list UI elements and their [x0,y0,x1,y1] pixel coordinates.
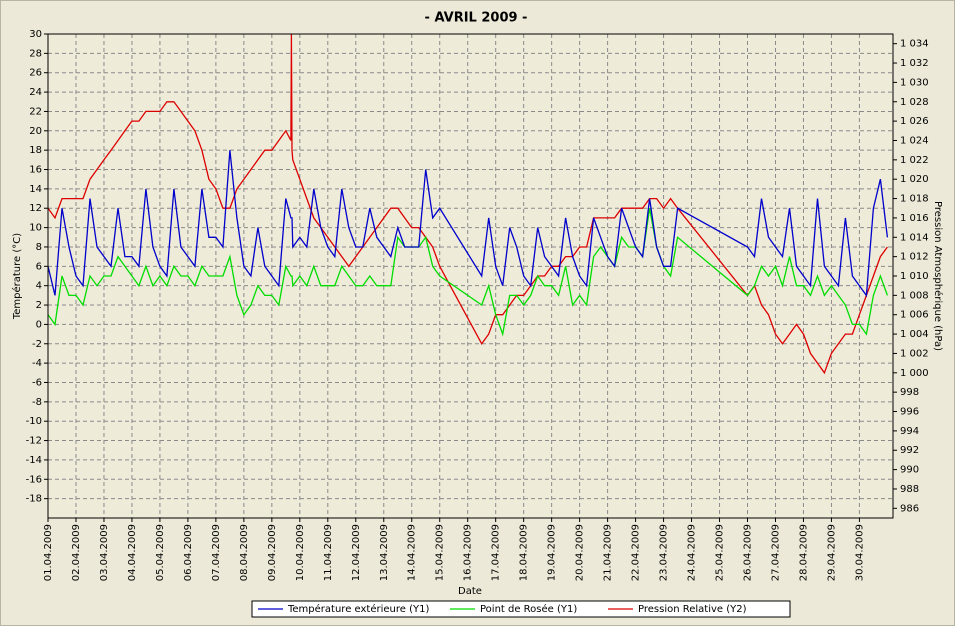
x-tick-label: 17.04.2009 [491,524,502,581]
x-tick-label: 26.04.2009 [743,524,754,581]
x-tick-label: 06.04.2009 [183,524,194,581]
y2-tick-label: 1 012 [900,252,929,263]
y-tick-label: 8 [36,242,42,253]
y2-tick-label: 1 002 [900,348,929,359]
x-tick-label: 11.04.2009 [323,524,334,581]
y-tick-label: -2 [32,339,42,350]
y2-axis-label: Pression Atmosphérique (hPa) [932,201,944,351]
y-tick-label: -12 [26,436,42,447]
x-tick-label: 29.04.2009 [826,524,837,581]
y2-tick-label: 994 [900,426,919,437]
x-tick-label: 20.04.2009 [575,524,586,581]
x-tick-label: 01.04.2009 [43,524,54,581]
y-tick-label: -6 [32,377,42,388]
y2-tick-label: 998 [900,387,919,398]
y2-tick-label: 1 000 [900,368,929,379]
x-tick-label: 04.04.2009 [127,524,138,581]
x-tick-label: 03.04.2009 [99,524,110,581]
x-tick-label: 21.04.2009 [603,524,614,581]
legend [251,600,791,618]
y2-tick-label: 1 014 [900,232,929,243]
y2-tick-label: 1 022 [900,155,929,166]
y2-tick-label: 1 010 [900,271,929,282]
y2-tick-label: 986 [900,503,919,514]
y-tick-label: -18 [26,494,42,505]
x-tick-label: 13.04.2009 [379,524,390,581]
y2-tick-label: 992 [900,445,919,456]
y-tick-label: 14 [29,184,42,195]
y2-tick-label: 996 [900,407,919,418]
y-tick-label: -4 [32,358,42,369]
y2-tick-label: 1 034 [900,39,929,50]
y2-tick-label: 1 020 [900,174,929,185]
x-tick-label: 08.04.2009 [239,524,250,581]
y2-tick-label: 1 006 [900,310,929,321]
x-tick-label: 19.04.2009 [547,524,558,581]
y2-tick-label: 1 024 [900,135,929,146]
legend-label: Pression Relative (Y2) [638,604,747,615]
x-tick-label: 24.04.2009 [687,524,698,581]
x-tick-label: 25.04.2009 [715,524,726,581]
y-tick-label: 10 [29,223,42,234]
y-tick-label: 0 [36,319,42,330]
y-tick-label: 16 [29,165,42,176]
x-tick-label: 10.04.2009 [295,524,306,581]
y2-tick-label: 1 016 [900,213,929,224]
y-tick-label: 18 [29,145,42,156]
y2-tick-label: 1 028 [900,97,929,108]
x-tick-label: 12.04.2009 [351,524,362,581]
legend-label: Température extérieure (Y1) [287,603,429,615]
y-tick-label: 30 [29,29,42,40]
y-tick-label: -14 [26,455,42,466]
y2-tick-label: 1 018 [900,194,929,205]
plot-area [47,33,894,519]
y2-tick-label: 1 030 [900,77,929,88]
y-tick-label: 26 [29,68,42,79]
y-tick-label: 6 [36,261,42,272]
x-tick-label: 07.04.2009 [211,524,222,581]
x-tick-label: 30.04.2009 [854,524,865,581]
y-tick-label: -8 [32,397,42,408]
x-axis-label: Date [458,586,482,597]
x-tick-label: 15.04.2009 [435,524,446,581]
y-tick-label: 20 [29,126,42,137]
y2-tick-label: 990 [900,465,919,476]
x-tick-label: 28.04.2009 [798,524,809,581]
chart-title: - AVRIL 2009 - [425,11,528,26]
data-line [48,34,888,375]
x-tick-label: 27.04.2009 [770,524,781,581]
y2-tick-label: 988 [900,484,919,495]
x-tick-label: 22.04.2009 [631,524,642,581]
y-tick-label: 28 [29,48,42,59]
y-tick-label: 24 [29,87,42,98]
y-tick-label: -10 [26,416,42,427]
x-tick-label: 09.04.2009 [267,524,278,581]
y2-tick-label: 1 026 [900,116,929,127]
plot-frame [47,33,894,519]
y-tick-label: 22 [29,106,42,117]
x-tick-label: 02.04.2009 [71,524,82,581]
y-tick-label: 12 [29,203,42,214]
x-tick-label: 16.04.2009 [463,524,474,581]
y2-tick-label: 1 032 [900,58,929,69]
x-tick-label: 05.04.2009 [155,524,166,581]
y-tick-label: -16 [26,474,42,485]
y-tick-label: 4 [36,281,42,292]
y2-tick-label: 1 004 [900,329,929,340]
x-tick-label: 18.04.2009 [519,524,530,581]
data-line [48,150,889,298]
y-tick-label: 2 [36,300,42,311]
x-tick-label: 23.04.2009 [659,524,670,581]
x-tick-label: 14.04.2009 [407,524,418,581]
legend-label: Point de Rosée (Y1) [480,603,577,615]
y2-tick-label: 1 008 [900,290,929,301]
y-axis-label: Température (°C) [11,233,23,320]
